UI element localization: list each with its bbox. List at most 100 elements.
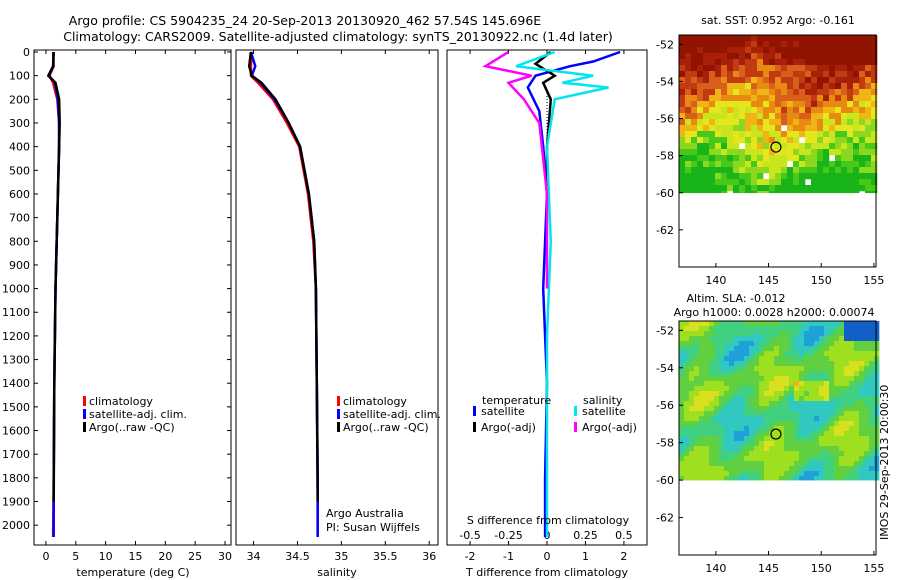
heatmap-cell <box>809 431 815 437</box>
heatmap-cell <box>779 396 785 402</box>
heatmap-cell <box>694 386 700 392</box>
heatmap-cell <box>754 461 760 467</box>
heatmap-cell <box>799 179 806 186</box>
heatmap-cell <box>724 366 730 372</box>
heatmap-cell <box>859 341 865 347</box>
heatmap-cell <box>714 406 720 412</box>
heatmap-cell <box>789 386 795 392</box>
heatmap-cell <box>719 436 725 442</box>
heatmap-cell <box>721 65 728 72</box>
heatmap-cell <box>805 53 812 60</box>
heatmap-cell <box>715 65 722 72</box>
heatmap-cell <box>684 326 690 332</box>
heatmap-cell <box>751 89 758 96</box>
heatmap-cell <box>744 456 750 462</box>
heatmap-cell <box>809 471 815 477</box>
heatmap-cell <box>814 326 820 332</box>
heatmap-cell <box>709 179 716 186</box>
heatmap-cell <box>769 381 775 387</box>
heatmap-cell <box>793 53 800 60</box>
heatmap-cell <box>779 361 785 367</box>
heatmap-cell <box>699 321 705 327</box>
heatmap-cell <box>763 77 770 84</box>
heatmap-cell <box>859 396 865 402</box>
heatmap-cell <box>754 351 760 357</box>
heatmap-cell <box>774 391 780 397</box>
legend-header-salinity: salinity <box>583 394 623 407</box>
heatmap-cell <box>847 161 854 168</box>
heatmap-cell <box>724 336 730 342</box>
heatmap-cell <box>799 451 805 457</box>
heatmap-cell <box>715 101 722 108</box>
heatmap-cell <box>834 406 840 412</box>
heatmap-cell <box>839 376 845 382</box>
heatmap-cell <box>835 125 842 132</box>
t-difference-xlabel: T difference from climatology <box>465 566 628 579</box>
heatmap-cell <box>744 326 750 332</box>
heatmap-cell <box>727 53 734 60</box>
heatmap-cell <box>794 326 800 332</box>
lat-tick-label: -60 <box>656 474 674 487</box>
heatmap-cell <box>839 336 845 342</box>
heatmap-cell <box>787 137 794 144</box>
sst-map-axes <box>678 34 877 268</box>
heatmap-cell <box>689 446 695 452</box>
heatmap-cell <box>769 101 776 108</box>
heatmap-cell <box>784 361 790 367</box>
heatmap-cell <box>744 476 750 481</box>
heatmap-cell <box>799 173 806 180</box>
heatmap-cell <box>724 426 730 432</box>
heatmap-cell <box>699 476 705 481</box>
heatmap-cell <box>694 371 700 377</box>
heatmap-cell <box>844 336 850 342</box>
heatmap-cell <box>694 406 700 412</box>
heatmap-cell <box>774 386 780 392</box>
heatmap-cell <box>763 83 770 90</box>
heatmap-cell <box>865 53 872 60</box>
heatmap-cell <box>844 436 850 442</box>
heatmap-cell <box>739 173 746 180</box>
heatmap-cell <box>721 173 728 180</box>
heatmap-cell <box>724 431 730 437</box>
heatmap-cell <box>781 59 788 66</box>
heatmap-cell <box>763 137 770 144</box>
heatmap-cell <box>774 346 780 352</box>
heatmap-cell <box>869 321 875 327</box>
heatmap-cell <box>757 131 764 138</box>
legend-label: Argo(-adj) <box>582 421 637 434</box>
heatmap-cell <box>709 173 716 180</box>
heatmap-cell <box>835 71 842 78</box>
heatmap-cell <box>719 371 725 377</box>
heatmap-cell <box>874 421 880 427</box>
heatmap-cell <box>721 161 728 168</box>
salinity-axes <box>235 49 439 546</box>
heatmap-cell <box>839 436 845 442</box>
heatmap-cell <box>699 376 705 382</box>
heatmap-cell <box>864 366 870 372</box>
heatmap-cell <box>751 179 758 186</box>
heatmap-cell <box>841 47 848 54</box>
heatmap-cell <box>745 77 752 84</box>
heatmap-cell <box>779 441 785 447</box>
heatmap-cell <box>727 185 734 192</box>
heatmap-cell <box>684 426 690 432</box>
salinity-tick-label: 36 <box>422 550 436 563</box>
heatmap-cell <box>789 446 795 452</box>
heatmap-cell <box>847 143 854 150</box>
heatmap-cell <box>859 391 865 397</box>
heatmap-cell <box>754 336 760 342</box>
legend-label: satellite <box>582 405 626 418</box>
heatmap-cell <box>739 41 746 48</box>
heatmap-cell <box>679 471 685 477</box>
heatmap-cell <box>691 95 698 102</box>
heatmap-cell <box>824 356 830 362</box>
heatmap-cell <box>729 426 735 432</box>
heatmap-cell <box>739 137 746 144</box>
heatmap-cell <box>853 119 860 126</box>
heatmap-cell <box>734 391 740 397</box>
heatmap-cell <box>724 331 730 337</box>
heatmap-cell <box>691 101 698 108</box>
heatmap-cell <box>844 381 850 387</box>
heatmap-cell <box>739 77 746 84</box>
heatmap-cell <box>769 346 775 352</box>
